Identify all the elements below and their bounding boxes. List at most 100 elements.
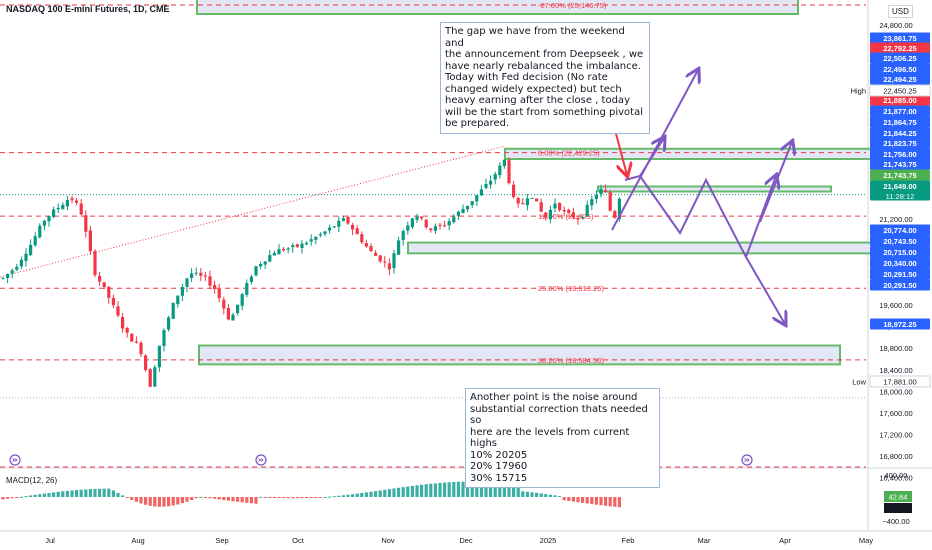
high-label: High [851,87,866,96]
note-top[interactable]: The gap we have from the weekend and the… [440,22,650,134]
macd-bar [328,496,332,498]
macd-bar [415,485,419,497]
red-arrow [614,129,627,175]
currency-label[interactable]: USD [888,5,913,18]
note-bottom[interactable]: Another point is the noise around substa… [465,388,660,488]
macd-bar [10,497,14,499]
macd-bar [130,497,134,500]
candle-body [392,253,396,269]
macd-bar [6,497,10,499]
trend-line [0,145,506,278]
time-label-2025: 2025 [540,536,557,545]
candle-body [194,272,198,274]
candle-body [305,242,309,245]
candle-body [148,369,152,387]
candle-body [300,243,304,248]
macd-bar [613,497,617,507]
candle-body [111,297,115,306]
macd-bar [392,488,396,497]
candle-body [608,192,612,211]
candle-body [75,200,79,203]
candle-body [387,263,391,270]
candle-body [581,217,585,219]
macd-bar [226,497,230,501]
candle-body [562,209,566,212]
price-tick-9: 18,000.00 [879,387,912,396]
candle-body [539,202,543,212]
price-badge-bg-15 [870,235,930,247]
candle-body [351,224,355,230]
macd-bar [125,497,129,498]
price-badge-bg-3 [870,63,930,75]
macd-bar [217,497,221,500]
macd-bar [88,489,92,497]
price-badge-bg-2 [870,52,930,64]
candle-body [415,216,419,220]
candle-body [116,306,120,316]
macd-bar [521,491,525,497]
macd-bar [162,497,166,507]
macd-bar [65,490,69,497]
candle-body [277,249,281,255]
symbol-title: NASDAQ 100 E-mini Futures, 1D, CME [6,4,170,14]
macd-bar [516,483,520,497]
macd-bar [121,495,125,497]
macd-bar [171,497,175,506]
fib-label-1: 0.00% (22,429.25) [538,149,600,158]
candle-body [567,209,571,213]
candle-body [314,236,318,240]
price-badge-bg-9 [870,137,930,149]
candle-body [213,285,217,290]
high-value: 22,450.25 [883,87,916,96]
macd-bar [608,497,612,507]
macd-bar [38,494,42,497]
candle-body [475,195,479,202]
price-badge-bg-17 [870,257,930,269]
candle-body [236,304,240,314]
candle-body [447,220,451,226]
high-badge-bg [869,84,931,97]
price-badge-bg-16 [870,246,930,258]
macd-bar [429,483,433,497]
macd-bar [236,497,240,502]
candle-body [360,234,364,243]
macd-bar [562,497,566,501]
candle-body [254,266,258,276]
macd-bar [98,488,102,497]
candle-body [10,270,14,274]
candle-body [424,219,428,228]
candle-body [295,244,299,247]
candle-body [56,207,60,210]
candle-body [397,240,401,255]
macd-bar [15,497,19,498]
macd-bar [581,497,585,503]
macd-bar [479,481,483,497]
macd-bar [360,492,364,497]
macd-bar [452,481,456,497]
macd-bar [300,497,304,499]
macd-title: MACD(12, 26) [6,476,58,485]
macd-bar [341,495,345,497]
price-badge-bg-20 [870,318,930,330]
candle-body [383,261,387,263]
candle-body [208,276,212,286]
candle-body [604,190,608,193]
macd-bar [305,497,309,498]
candle-body [231,314,235,321]
candle-body [47,216,51,222]
candle-body [93,250,97,276]
price-badge-5: 21,885.00 [883,96,916,105]
price-badge-19: 20,291.50 [883,281,916,290]
macd-bar [337,495,341,497]
candle-body [525,198,529,206]
candle-body [167,317,171,330]
time-label-may: May [859,536,873,545]
macd-bar [374,491,378,497]
candle-body [406,225,410,231]
price-badge-16: 20,715.00 [883,248,916,257]
candle-body [19,259,23,267]
macd-bar [530,492,534,497]
price-badge-10: 21,756.00 [883,150,916,159]
candle-body [443,225,447,227]
price-badge-bg-4 [870,73,930,85]
